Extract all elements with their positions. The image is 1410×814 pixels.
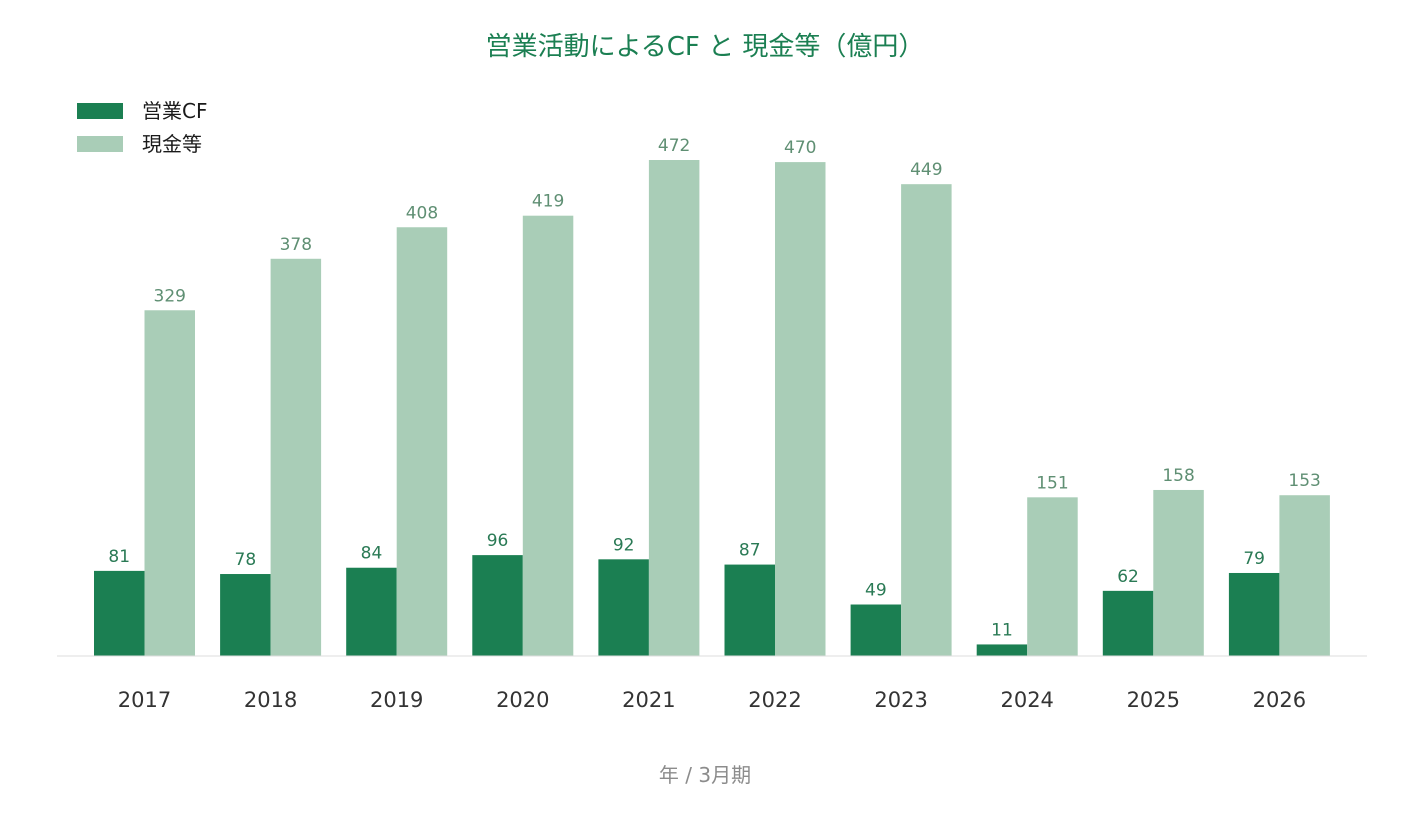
legend-label-cash: 現金等 bbox=[142, 132, 202, 156]
x-tick-label-2018: 2018 bbox=[244, 688, 297, 712]
x-tick-label-2023: 2023 bbox=[874, 688, 927, 712]
value-label-operating-cf-2023: 49 bbox=[865, 581, 887, 601]
bars-group bbox=[94, 160, 1330, 657]
x-tick-label-2022: 2022 bbox=[748, 688, 801, 712]
legend: 営業CF 現金等 bbox=[77, 99, 207, 156]
bar-cash-2022 bbox=[775, 162, 826, 656]
bar-operating-cf-2019 bbox=[346, 567, 397, 656]
x-tick-label-2019: 2019 bbox=[370, 688, 423, 712]
bar-operating-cf-2025 bbox=[1102, 590, 1154, 656]
bar-cash-2024 bbox=[1027, 497, 1078, 656]
value-label-cash-2022: 470 bbox=[784, 138, 816, 158]
x-tick-label-2020: 2020 bbox=[496, 688, 549, 712]
x-tick-labels: 2017 2018 2019 2020 2021 2022 2023 2024 2025 2026 bbox=[118, 688, 1306, 712]
legend-swatch-operating-cf bbox=[77, 103, 123, 119]
value-label-operating-cf-2018: 78 bbox=[235, 550, 257, 570]
bar-operating-cf-2020 bbox=[472, 555, 523, 656]
value-label-cash-2021: 472 bbox=[658, 136, 690, 156]
bar-cash-2026 bbox=[1279, 495, 1330, 656]
x-tick-label-2026: 2026 bbox=[1253, 688, 1306, 712]
bar-cash-2023 bbox=[901, 184, 952, 657]
value-label-cash-2017: 329 bbox=[154, 286, 186, 306]
x-tick-label-2024: 2024 bbox=[1000, 688, 1053, 712]
value-labels-group: 81 329 78 378 84 408 96 419 92 472 87 470 49 449 11 151… bbox=[108, 136, 1320, 640]
value-label-cash-2024: 151 bbox=[1036, 473, 1068, 493]
value-label-operating-cf-2024: 11 bbox=[991, 620, 1013, 640]
bar-cash-2025 bbox=[1153, 489, 1204, 656]
value-label-operating-cf-2025: 62 bbox=[1117, 567, 1139, 587]
bar-cash-2020 bbox=[522, 215, 574, 656]
value-label-operating-cf-2022: 87 bbox=[739, 541, 761, 561]
value-label-operating-cf-2026: 79 bbox=[1243, 549, 1265, 569]
bar-operating-cf-2021 bbox=[598, 559, 649, 656]
x-tick-label-2025: 2025 bbox=[1127, 688, 1180, 712]
value-label-cash-2018: 378 bbox=[280, 235, 312, 255]
x-tick-label-2021: 2021 bbox=[622, 688, 675, 712]
bar-cash-2019 bbox=[396, 227, 448, 656]
bar-operating-cf-2024 bbox=[976, 644, 1028, 656]
legend-label-operating-cf: 営業CF bbox=[142, 99, 207, 123]
x-tick-label-2017: 2017 bbox=[118, 688, 171, 712]
bar-cash-2021 bbox=[648, 160, 700, 656]
chart-title: 営業活動によるCF と 現金等（億円） bbox=[486, 32, 925, 62]
value-label-cash-2025: 158 bbox=[1162, 466, 1194, 486]
value-label-operating-cf-2017: 81 bbox=[108, 547, 130, 567]
legend-item-cash: 現金等 bbox=[77, 132, 202, 156]
bar-operating-cf-2018 bbox=[220, 574, 271, 656]
value-label-cash-2020: 419 bbox=[532, 192, 564, 212]
bar-cash-2018 bbox=[270, 258, 322, 656]
value-label-cash-2023: 449 bbox=[910, 160, 942, 180]
value-label-cash-2019: 408 bbox=[406, 203, 438, 223]
legend-swatch-cash bbox=[77, 136, 123, 152]
value-label-operating-cf-2020: 96 bbox=[487, 531, 509, 551]
bar-operating-cf-2026 bbox=[1228, 572, 1280, 656]
legend-item-operating-cf: 営業CF bbox=[77, 99, 207, 123]
value-label-cash-2026: 153 bbox=[1288, 471, 1320, 491]
x-axis-title: 年 / 3月期 bbox=[659, 763, 751, 787]
bar-operating-cf-2022 bbox=[724, 564, 775, 656]
value-label-operating-cf-2021: 92 bbox=[613, 535, 635, 555]
bar-operating-cf-2017 bbox=[94, 570, 145, 656]
bar-cash-2017 bbox=[144, 310, 195, 656]
value-label-operating-cf-2019: 84 bbox=[361, 544, 383, 564]
bar-operating-cf-2023 bbox=[850, 604, 902, 656]
